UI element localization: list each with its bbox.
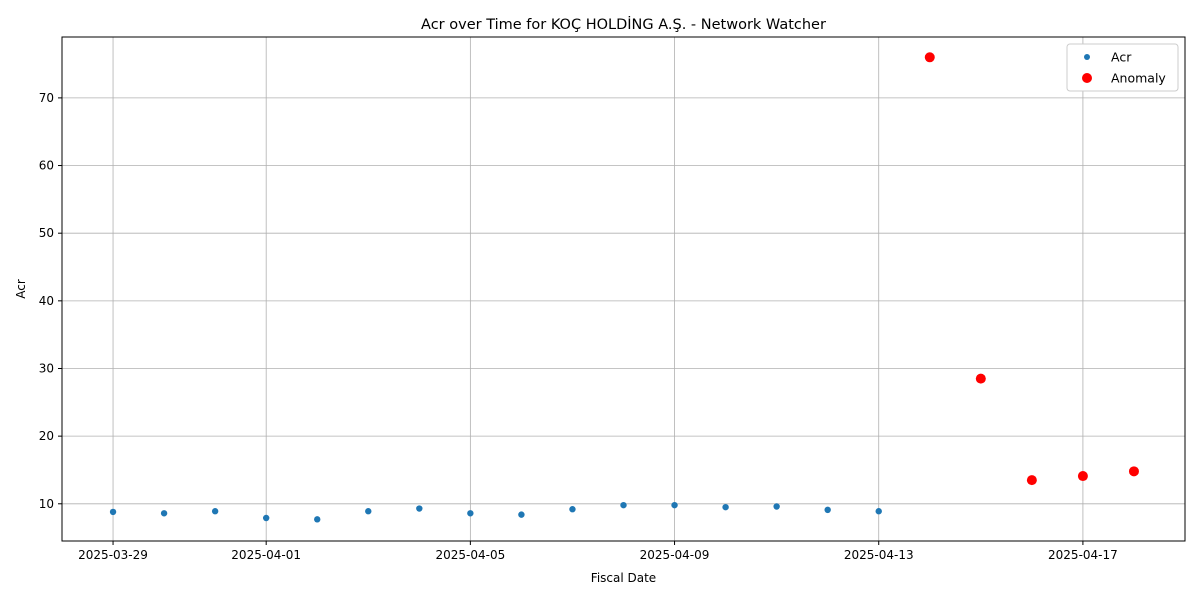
acr-point: [518, 511, 525, 518]
acr-point: [722, 503, 729, 511]
plot-frame: [61, 36, 1186, 542]
acr-point: [109, 508, 117, 516]
acr-point: [416, 505, 423, 512]
y-tick-label: 70: [39, 91, 54, 105]
anomaly-point: [924, 52, 935, 63]
y-tick-label: 60: [39, 159, 54, 173]
legend-box: [1066, 43, 1179, 92]
acr-point: [671, 501, 678, 509]
y-tick-label: 40: [39, 294, 54, 308]
x-axis-label: Fiscal Date: [591, 571, 656, 585]
acr-point: [467, 510, 474, 517]
anomaly-point: [1026, 475, 1037, 486]
legend-marker-acr: [1084, 54, 1090, 60]
acr-point: [569, 506, 576, 513]
x-tick-label: 2025-04-05: [435, 548, 505, 562]
legend-label-acr: Acr: [1111, 50, 1132, 65]
legend-label-anomaly: Anomaly: [1111, 71, 1166, 86]
legend: Acr Anomaly: [1066, 43, 1179, 92]
data-points: [109, 52, 1139, 523]
acr-point: [365, 508, 372, 515]
acr-point: [773, 503, 780, 510]
x-tick-label: 2025-04-13: [844, 548, 914, 562]
acr-point: [875, 508, 882, 515]
y-tick-label: 20: [39, 429, 54, 443]
acr-point: [314, 516, 321, 523]
anomaly-point: [975, 373, 986, 384]
legend-marker-anomaly: [1082, 73, 1092, 83]
y-tick-label: 30: [39, 361, 54, 375]
y-tick-label: 50: [39, 226, 54, 240]
axis-ticks: 2025-03-29 2025-04-01 2025-04-05 2025-04-09…: [39, 91, 1118, 562]
y-tick-label: 10: [39, 497, 54, 511]
chart-title: Acr over Time for KOÇ HOLDİNG A.Ş. - Net…: [421, 15, 826, 33]
y-axis-label: Acr: [14, 279, 28, 299]
acr-point: [211, 508, 219, 515]
acr-point: [262, 514, 270, 522]
acr-point: [824, 506, 831, 514]
anomaly-point: [1128, 466, 1139, 477]
x-tick-label: 2025-03-29: [78, 548, 148, 562]
anomaly-point: [1077, 471, 1088, 482]
acr-point: [620, 501, 627, 509]
acr-point: [160, 510, 168, 517]
x-tick-label: 2025-04-17: [1048, 548, 1118, 562]
grid: [62, 37, 1185, 541]
x-tick-label: 2025-04-09: [640, 548, 710, 562]
x-tick-label: 2025-04-01: [231, 548, 301, 562]
